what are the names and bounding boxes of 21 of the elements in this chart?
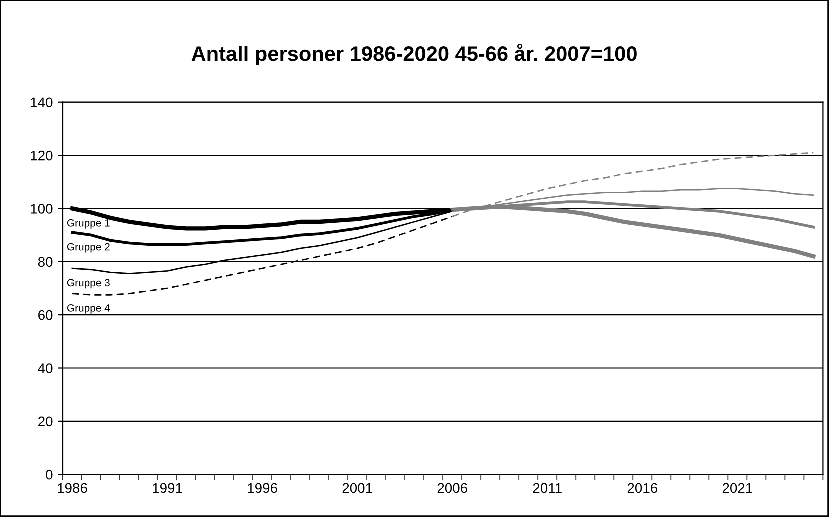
y-tick-label: 120 xyxy=(31,150,53,161)
series-label: Gruppe 1 xyxy=(67,219,110,229)
y-tick-label: 0 xyxy=(46,470,53,480)
x-tick-label: 1991 xyxy=(153,483,182,494)
x-tick-label: 1996 xyxy=(248,483,278,494)
y-tick-label: 20 xyxy=(38,416,53,427)
x-tick-label: 1986 xyxy=(58,483,88,494)
series-label: Gruppe 4 xyxy=(67,304,110,314)
y-tick-label: 40 xyxy=(38,364,53,374)
chart-title: Antall personer 1986-2020 45-66 år. 2007=100 xyxy=(192,44,637,66)
x-tick-label: 2001 xyxy=(342,483,372,494)
x-tick-label: 2016 xyxy=(628,483,658,494)
x-tick-label: 2021 xyxy=(722,483,752,494)
x-tick-label: 2011 xyxy=(533,483,562,494)
y-tick-label: 60 xyxy=(38,310,53,320)
y-tick-label: 140 xyxy=(31,98,53,108)
x-tick-label: 2006 xyxy=(438,483,468,494)
series-label: Gruppe 3 xyxy=(67,279,110,289)
y-tick-label: 100 xyxy=(31,204,53,214)
y-tick-label: 80 xyxy=(38,257,53,268)
series-label: Gruppe 2 xyxy=(67,243,110,253)
